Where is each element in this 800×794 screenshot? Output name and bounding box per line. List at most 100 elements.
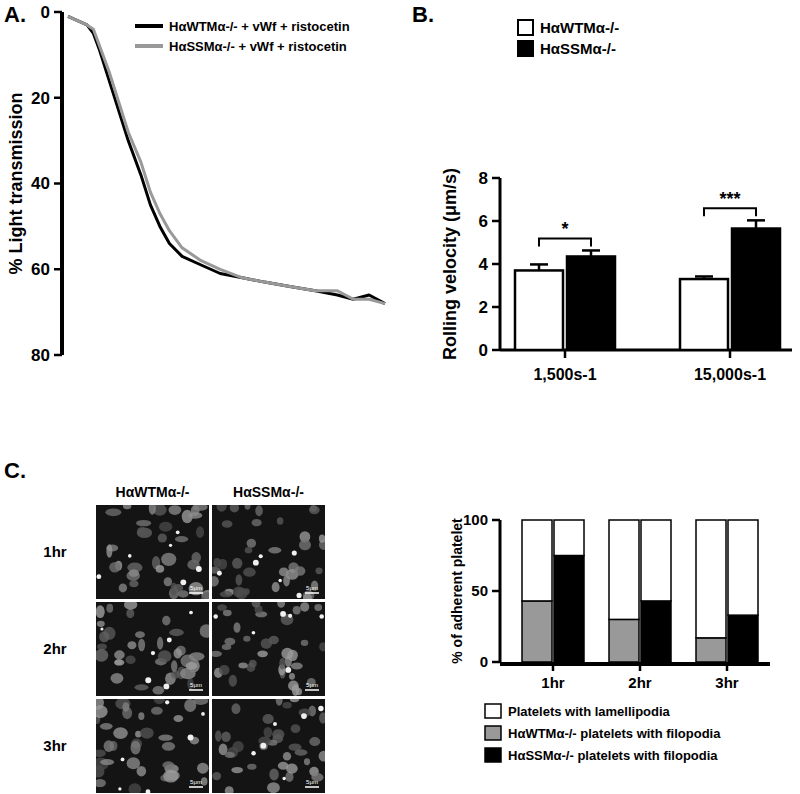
legend-label: HαWTMα-/- + vWf + ristocetin — [169, 19, 350, 34]
platelet — [178, 590, 189, 597]
platelet — [127, 641, 136, 649]
platelet — [252, 519, 262, 526]
significance-label: *** — [719, 189, 740, 209]
y-tick — [54, 11, 62, 14]
column-label: HαSSMα-/- — [233, 484, 304, 500]
platelet-bright — [145, 677, 151, 683]
platelet — [229, 675, 237, 687]
platelet — [267, 782, 280, 793]
platelet — [268, 547, 281, 553]
bar — [680, 279, 728, 350]
platelet — [174, 648, 182, 658]
platelet — [301, 640, 308, 646]
platelet — [152, 686, 164, 695]
micrograph — [212, 505, 325, 599]
platelet-bright — [252, 631, 256, 635]
platelet — [105, 508, 121, 516]
platelet — [186, 662, 198, 670]
legend-swatch — [485, 704, 501, 718]
panel-title: C. — [4, 458, 26, 483]
platelet — [314, 604, 322, 611]
platelet-bright — [165, 700, 169, 704]
platelet — [122, 702, 129, 711]
bar — [732, 229, 780, 350]
platelet — [217, 604, 227, 611]
platelet — [220, 591, 233, 597]
platelet — [129, 580, 138, 587]
platelet — [234, 622, 241, 633]
x-tick-label: 15,000s-1 — [694, 366, 766, 383]
column-label: HαWTMα-/- — [116, 484, 190, 500]
platelet — [277, 517, 284, 525]
platelet — [125, 656, 135, 665]
significance-bracket — [704, 208, 756, 216]
platelet — [97, 621, 105, 627]
row-label: 1hr — [43, 543, 67, 560]
platelet — [225, 786, 234, 793]
platelet — [230, 505, 239, 512]
platelet-bright — [169, 544, 172, 547]
platelet — [232, 558, 242, 569]
plot-area — [522, 520, 758, 662]
platelet-bright — [128, 554, 132, 558]
platelet — [319, 751, 325, 762]
y-tick-label: 40 — [31, 174, 50, 193]
x-tick-label: 1hr — [541, 674, 565, 691]
platelet — [158, 735, 172, 741]
platelet — [286, 763, 298, 773]
platelet — [168, 505, 181, 515]
legend-swatch — [135, 44, 163, 48]
bar-segment — [609, 619, 639, 662]
platelet — [282, 702, 291, 709]
x-tick-label: 2hr — [628, 674, 652, 691]
legend-swatch — [518, 41, 533, 56]
x-tick-label: 3hr — [715, 674, 739, 691]
platelet — [171, 660, 177, 672]
scale-bar — [189, 592, 203, 594]
platelet-bright — [121, 757, 125, 761]
legend-swatch — [518, 20, 533, 35]
platelet — [162, 742, 175, 751]
platelet — [137, 527, 147, 536]
platelet-bright — [273, 722, 277, 726]
y-tick — [492, 263, 500, 266]
platelet — [238, 663, 247, 669]
platelet — [111, 673, 124, 684]
platelet — [236, 588, 248, 599]
bar — [515, 270, 563, 350]
platelet — [96, 605, 105, 618]
platelet — [129, 569, 139, 577]
y-tick — [54, 97, 62, 100]
y-tick-label: 6 — [479, 212, 488, 231]
y-tick — [54, 182, 62, 185]
platelet — [161, 553, 176, 566]
platelet — [215, 730, 221, 741]
platelet — [263, 714, 274, 724]
y-tick — [492, 661, 500, 664]
platelet-bright — [301, 713, 307, 719]
platelet — [159, 522, 172, 532]
legend-label: HαSSMα-/- — [540, 40, 616, 57]
platelet — [169, 629, 184, 636]
scale-bar — [305, 689, 319, 691]
platelet — [233, 741, 244, 752]
platelet — [249, 660, 257, 667]
platelet — [264, 727, 273, 738]
platelet — [300, 602, 309, 611]
platelet — [200, 624, 209, 638]
platelet — [269, 769, 278, 781]
platelet-bright — [151, 651, 155, 655]
platelet-bright — [118, 787, 121, 790]
platelet-bright — [260, 743, 266, 749]
row-label: 2hr — [43, 640, 67, 657]
platelet — [193, 505, 208, 511]
micrograph — [212, 602, 325, 696]
platelet-bright — [180, 579, 186, 585]
micrograph — [96, 505, 209, 599]
micrograph-bg — [96, 602, 209, 696]
platelet — [243, 636, 250, 642]
platelet — [293, 606, 301, 614]
y-axis-label: Rolling velocity (μm/s) — [440, 168, 460, 360]
platelet — [124, 602, 137, 610]
platelet — [231, 703, 240, 714]
